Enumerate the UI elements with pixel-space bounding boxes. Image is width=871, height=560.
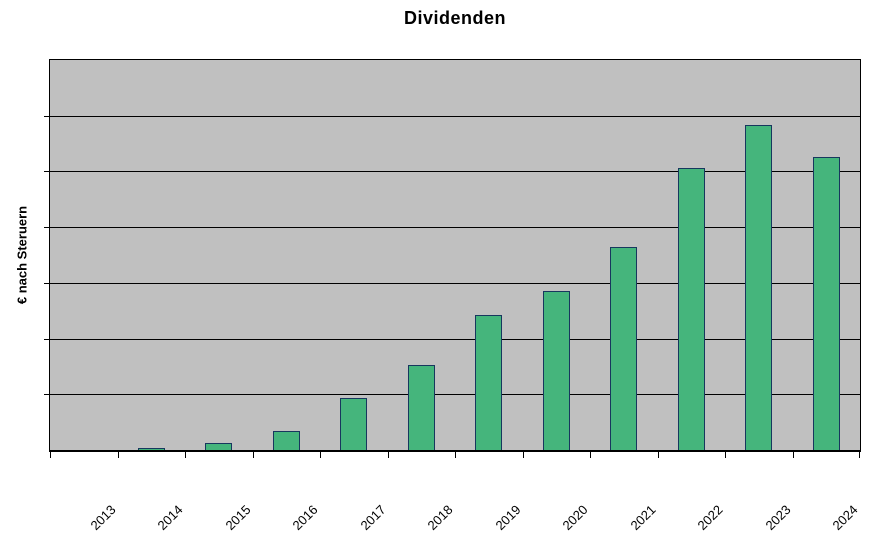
y-axis-tick: [44, 171, 49, 173]
bar-2020: [542, 291, 570, 450]
bar-2021: [610, 247, 638, 450]
y-axis-tick: [44, 227, 49, 229]
bar-2015: [205, 443, 233, 450]
x-axis-tick: [50, 452, 51, 458]
x-axis-tick: [859, 452, 860, 458]
x-axis-tick: [117, 452, 119, 458]
plot-area: [44, 59, 861, 458]
bar-2018: [407, 365, 435, 450]
y-axis-tick: [44, 338, 49, 340]
x-axis-tick: [792, 452, 794, 458]
y-axis-tick: [44, 115, 49, 117]
bar-2024: [812, 157, 840, 450]
x-axis-label: 2013: [87, 502, 119, 534]
x-axis-tick: [320, 452, 321, 458]
x-axis-label: 2014: [154, 502, 186, 534]
bar-2019: [475, 315, 503, 450]
x-axis-tick: [522, 452, 524, 458]
x-axis-tick: [725, 452, 726, 458]
x-axis-label: 2020: [559, 502, 591, 534]
y-axis-label: € nach Steruern: [14, 205, 30, 305]
gridline: [50, 338, 860, 340]
x-axis-tick: [387, 452, 389, 458]
gridline: [50, 227, 860, 229]
bar-2014: [137, 448, 165, 450]
x-axis-label: 2022: [694, 502, 726, 534]
x-axis-tick: [252, 452, 254, 458]
x-axis-label: 2019: [492, 502, 524, 534]
x-axis-tick: [590, 452, 591, 458]
gridline: [50, 394, 860, 396]
x-axis-label: 2023: [762, 502, 794, 534]
bar-2022: [677, 168, 705, 450]
y-axis-tick: [44, 282, 49, 284]
y-axis-tick: [44, 394, 49, 396]
gridline: [50, 282, 860, 284]
x-axis-tick: [185, 452, 186, 458]
x-axis-label: 2016: [289, 502, 321, 534]
bar-2017: [340, 398, 368, 450]
bar-2023: [745, 125, 773, 450]
gridline: [50, 115, 860, 117]
x-axis-label: 2015: [222, 502, 254, 534]
x-axis-tick: [657, 452, 659, 458]
x-axis-label: 2021: [627, 502, 659, 534]
x-axis-label: 2017: [357, 502, 389, 534]
chart-title: Dividenden: [403, 8, 506, 28]
x-axis-label: 2024: [829, 502, 861, 534]
gridline: [50, 171, 860, 173]
bar-2016: [272, 431, 300, 450]
x-axis-tick: [455, 452, 456, 458]
x-axis-label: 2018: [424, 502, 456, 534]
